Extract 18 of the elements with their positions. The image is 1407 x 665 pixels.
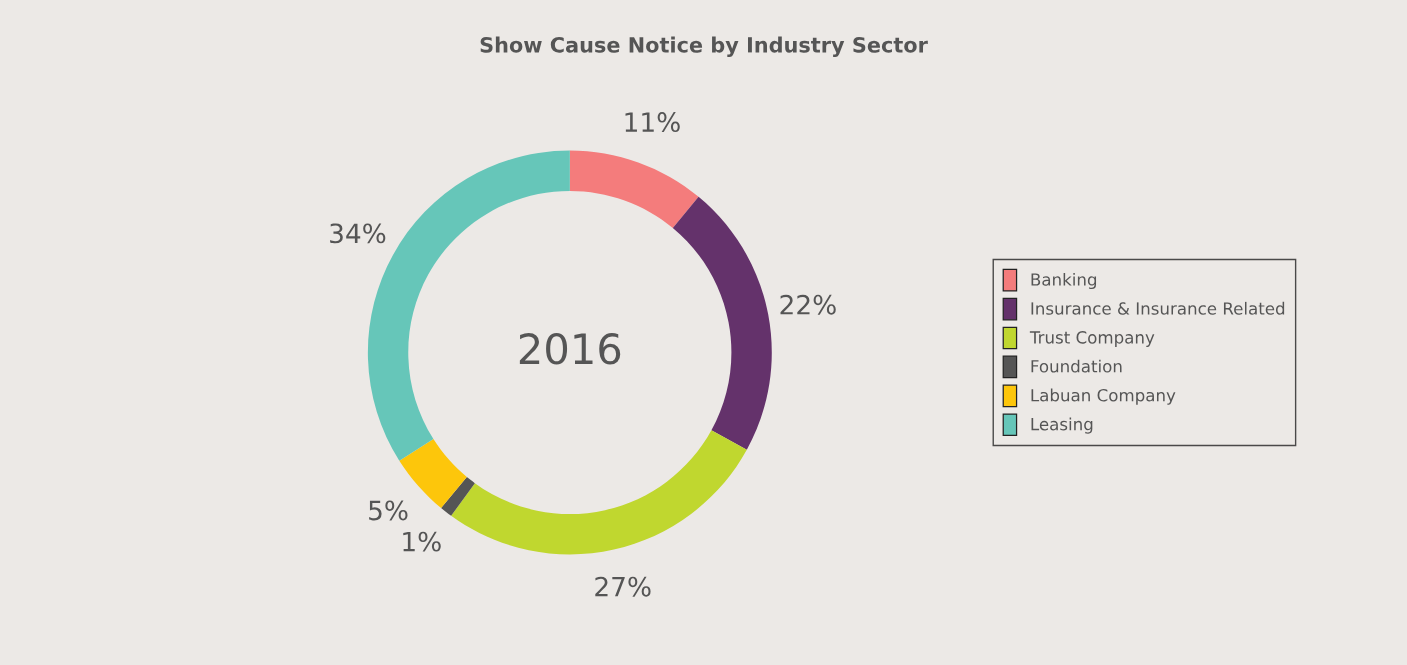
data-label: 1% xyxy=(403,531,441,552)
legend-label: Insurance & Insurance Related xyxy=(1031,301,1285,315)
donut-slice xyxy=(672,196,772,450)
text: 2016 xyxy=(519,333,621,365)
data-label: 27% xyxy=(595,576,651,597)
chart-title: Show Cause Notice by Industry Sector xyxy=(480,36,928,57)
legend-label: Labuan Company xyxy=(1031,388,1176,405)
legend-label: Banking xyxy=(1031,272,1097,290)
donut-slice xyxy=(451,430,747,555)
data-label: 11% xyxy=(625,112,680,133)
data-label: 34% xyxy=(330,223,386,244)
donut-slice xyxy=(441,476,475,516)
legend-label: Leasing xyxy=(1031,417,1093,434)
legend-label: Trust Company xyxy=(1029,331,1155,347)
legend-label: Foundation xyxy=(1031,359,1122,373)
donut-slice xyxy=(569,150,699,228)
data-label: 22% xyxy=(780,294,836,315)
data-label: 5% xyxy=(369,500,408,521)
